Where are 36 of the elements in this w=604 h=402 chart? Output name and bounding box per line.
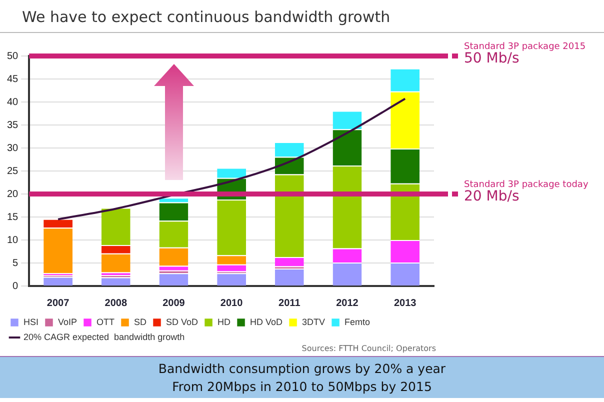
legend-label: SD VoD bbox=[166, 316, 199, 327]
text: From 20Mbps in 2010 to 50Mbps by 2015 bbox=[171, 378, 433, 396]
text: 20 Mb/s bbox=[464, 188, 520, 205]
y-tick-label: 40 bbox=[7, 96, 19, 108]
text: 50 Mb/s bbox=[464, 50, 520, 67]
y-tick-label: 25 bbox=[7, 166, 19, 177]
y-tick-label: 15 bbox=[7, 212, 19, 223]
legend-label: SD bbox=[134, 316, 148, 327]
legend-label: VoIP bbox=[58, 316, 78, 327]
y-tick-label: 35 bbox=[7, 120, 19, 131]
legend-label: OTT bbox=[96, 316, 116, 327]
x-tick-label: 2013 bbox=[394, 298, 417, 309]
x-tick-label: 2010 bbox=[220, 298, 244, 309]
x-tick-label: 2012 bbox=[336, 298, 359, 309]
legend-label: HD bbox=[218, 316, 232, 327]
x-tick-label: 2007 bbox=[46, 298, 70, 309]
text: Bandwidth consumption grows by 20% a year bbox=[157, 360, 447, 378]
ref-line-label: Standard 3P package today bbox=[464, 180, 589, 190]
legend-label: Femto bbox=[344, 316, 370, 327]
x-tick-label: 2011 bbox=[278, 298, 301, 309]
y-tick-label: 0 bbox=[12, 280, 19, 292]
chart-title: We have to expect continuous bandwidth growth bbox=[22, 8, 390, 26]
y-tick-label: 10 bbox=[7, 234, 19, 246]
y-tick-label: 45 bbox=[7, 74, 19, 85]
x-tick-label: 2008 bbox=[104, 298, 128, 309]
legend-label: HD VoD bbox=[250, 316, 284, 327]
legend-label: 20% CAGR expected bandwidth growth bbox=[24, 332, 185, 342]
y-tick-label: 5 bbox=[12, 258, 19, 269]
legend-label: HSI bbox=[24, 316, 39, 327]
y-tick-label: 30 bbox=[7, 142, 19, 154]
legend-label: 3DTV bbox=[302, 316, 326, 327]
source-note: Sources: FTTH Council; Operators bbox=[302, 344, 436, 353]
y-tick-label: 20 bbox=[7, 188, 19, 200]
x-tick-label: 2009 bbox=[162, 298, 186, 309]
y-tick-label: 50 bbox=[7, 50, 19, 62]
ref-line-label: Standard 3P package 2015 bbox=[464, 42, 586, 52]
